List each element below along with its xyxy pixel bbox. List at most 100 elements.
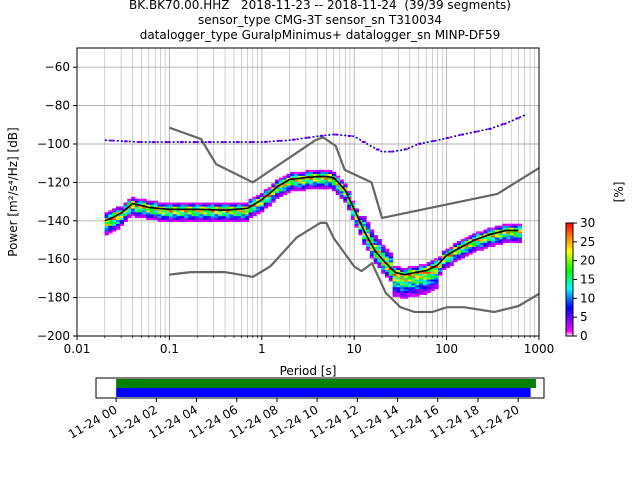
heatmap-cell — [487, 229, 492, 232]
y-tick-label: −140 — [37, 214, 70, 228]
heatmap-cell — [373, 235, 378, 238]
heatmap-cell — [426, 285, 432, 288]
heatmap-cell — [464, 244, 469, 247]
heatmap-cell — [468, 246, 473, 249]
heatmap-cell — [449, 256, 454, 259]
heatmap-cell — [475, 231, 481, 234]
heatmap-cell — [358, 227, 363, 230]
heatmap-cell — [324, 169, 329, 173]
heatmap-cell — [388, 271, 394, 274]
heatmap-cell — [373, 237, 378, 240]
heatmap-cell — [434, 271, 439, 274]
heatmap-cell — [149, 210, 155, 213]
heatmap-cell — [415, 275, 420, 278]
heatmap-cell — [275, 191, 280, 194]
heatmap-cell — [134, 202, 140, 205]
heatmap-cell — [301, 171, 306, 174]
heatmap-cell — [184, 219, 189, 222]
heatmap-cell — [479, 237, 485, 240]
y-tick-label: −100 — [37, 137, 70, 151]
heatmap-cell — [411, 269, 416, 272]
heatmap-cell — [275, 194, 280, 197]
heatmap-cell — [275, 179, 280, 182]
heatmap-cell — [419, 273, 424, 276]
heatmap-cell — [403, 294, 409, 297]
heatmap-cell — [388, 260, 394, 263]
heatmap-cell — [316, 173, 322, 176]
heatmap-cell — [498, 225, 504, 228]
heatmap-cell — [203, 219, 208, 222]
heatmap-cell — [305, 187, 310, 190]
heatmap-cell — [176, 214, 181, 217]
heatmap-cell — [286, 181, 291, 184]
heatmap-cell — [483, 229, 488, 232]
heatmap-cell — [369, 231, 375, 234]
heatmap-cell — [195, 204, 200, 207]
heatmap-cell — [278, 187, 284, 190]
heatmap-cell — [172, 216, 178, 219]
heatmap-cell — [407, 285, 413, 288]
heatmap-cell — [115, 208, 121, 211]
heatmap-cell — [460, 239, 466, 242]
heatmap-cell — [161, 204, 166, 207]
heatmap-cell — [464, 252, 469, 255]
heatmap-cell — [506, 227, 511, 230]
heatmap-cell — [195, 206, 200, 209]
heatmap-cell — [233, 216, 238, 219]
heatmap-cell — [252, 196, 257, 199]
heatmap-cell — [275, 196, 280, 199]
heatmap-cell — [168, 206, 174, 209]
heatmap-cell — [369, 254, 375, 257]
heatmap-cell — [369, 246, 375, 249]
heatmap-cell — [419, 277, 424, 280]
heatmap-cell — [115, 225, 121, 228]
heatmap-cell — [320, 169, 325, 173]
heatmap-cell — [157, 216, 162, 219]
heatmap-cell — [153, 204, 159, 207]
heatmap-cell — [350, 216, 356, 219]
heatmap-cell — [286, 189, 291, 192]
heatmap-cell — [483, 246, 488, 249]
heatmap-cell — [400, 288, 405, 292]
heatmap-cell — [400, 285, 405, 288]
heatmap-cell — [218, 214, 223, 217]
heatmap-cell — [468, 242, 473, 245]
heatmap-cell — [460, 254, 466, 257]
heatmap-cell — [244, 206, 250, 209]
heatmap-cell — [229, 206, 234, 209]
heatmap-cell — [172, 212, 178, 215]
heatmap-cell — [229, 202, 234, 205]
heatmap-cell — [483, 242, 488, 245]
heatmap-cell — [483, 237, 488, 240]
heatmap-cell — [438, 256, 443, 259]
heatmap-cell — [392, 283, 397, 286]
heatmap-cell — [331, 185, 337, 188]
heatmap-cell — [309, 173, 314, 176]
heatmap-cell — [134, 214, 140, 217]
heatmap-cell — [472, 237, 477, 240]
heatmap-cell — [165, 141, 170, 144]
heatmap-cell — [191, 219, 197, 222]
heatmap-cell — [335, 192, 341, 196]
heatmap-cell — [320, 173, 325, 176]
heatmap-cell — [517, 229, 523, 232]
heatmap-cell — [426, 271, 432, 274]
heatmap-cell — [392, 290, 397, 293]
x-tick-label: 1000 — [524, 342, 555, 356]
heatmap-cell — [184, 202, 189, 205]
heatmap-cell — [233, 219, 238, 222]
heatmap-cell — [191, 202, 197, 205]
heatmap-cell — [115, 212, 121, 215]
heatmap-cell — [384, 267, 390, 270]
heatmap-cell — [165, 212, 170, 215]
heatmap-cell — [153, 217, 159, 221]
heatmap-cell — [388, 273, 394, 276]
heatmap-cell — [517, 235, 523, 238]
heatmap-cell — [453, 242, 458, 245]
heatmap-cell — [350, 210, 356, 213]
heatmap-cell — [172, 202, 178, 205]
heatmap-cell — [104, 221, 109, 224]
heatmap-cell — [324, 177, 329, 180]
timeline-data-bar — [116, 379, 536, 388]
heatmap-cell — [384, 248, 390, 251]
